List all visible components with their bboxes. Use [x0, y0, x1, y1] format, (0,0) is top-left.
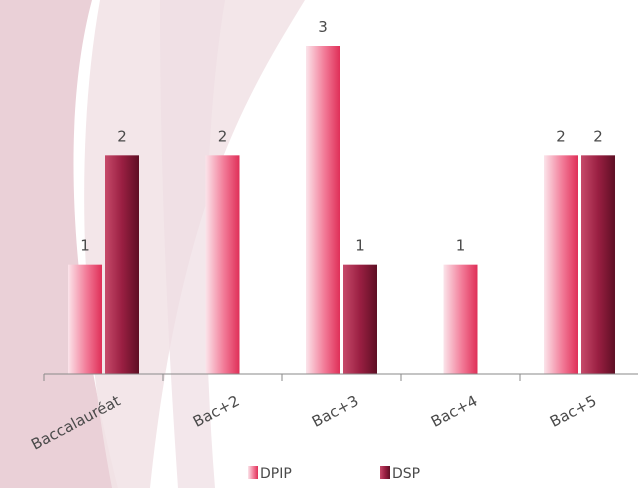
data-label: 3: [318, 18, 328, 36]
data-label: 2: [218, 127, 228, 145]
data-label: 1: [456, 237, 466, 255]
bar-dpip-3: [306, 46, 340, 374]
legend-swatch-dsp: [380, 466, 390, 479]
legend-label-dsp: DSP: [392, 466, 420, 482]
x-tick-label: Bac+4: [428, 392, 480, 431]
data-label: 1: [80, 237, 90, 255]
chart-marks: 1 2 2 3 1 1 2 2: [68, 18, 615, 374]
legend: DPIP DSP: [248, 466, 420, 482]
x-tick-label: Bac+5: [547, 392, 599, 431]
bar-dpip-5: [544, 155, 578, 374]
background-decoration: [0, 0, 305, 488]
bar-dpip-2: [205, 155, 240, 374]
data-label: 2: [556, 127, 566, 145]
legend-label-dpip: DPIP: [260, 466, 292, 482]
data-label: 1: [355, 237, 365, 255]
x-tick-label: Bac+3: [309, 392, 361, 431]
bar-dsp-3: [343, 264, 377, 374]
bar-dsp-5: [581, 155, 615, 374]
data-label: 2: [593, 127, 603, 145]
bar-dpip-1: [68, 264, 102, 374]
bar-dsp-1: [105, 155, 139, 374]
bar-dpip-4: [443, 264, 478, 374]
legend-swatch-dpip: [248, 466, 258, 479]
data-label: 2: [117, 127, 127, 145]
